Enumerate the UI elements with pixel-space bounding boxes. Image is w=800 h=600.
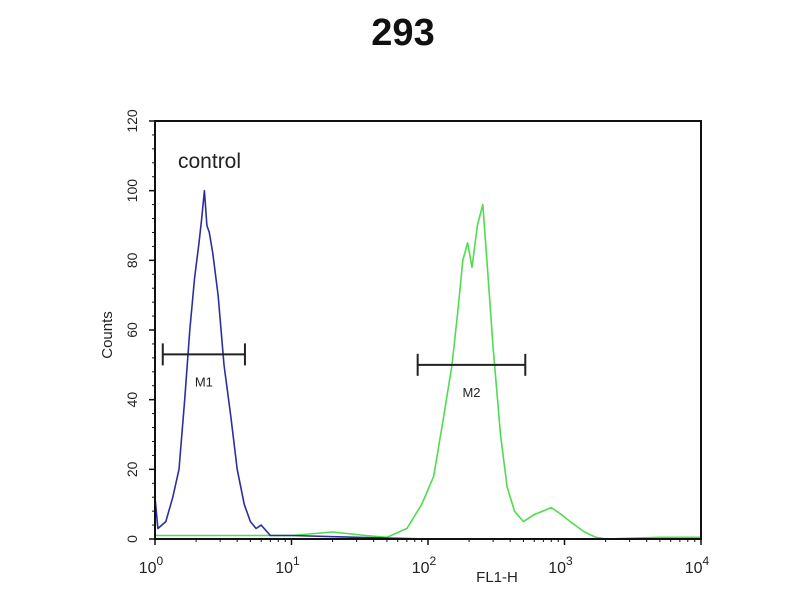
y-tick-label: 80 <box>124 252 140 268</box>
y-axis-label: Counts <box>99 311 116 359</box>
y-tick-label: 100 <box>124 179 140 203</box>
x-tick-base: 10 <box>412 560 430 577</box>
series-1-line <box>154 189 701 540</box>
x-tick-base: 10 <box>685 560 703 577</box>
series-layer <box>154 189 701 540</box>
x-tick-label: 100 <box>139 554 164 577</box>
series-2-line <box>155 203 701 540</box>
marker-label: M2 <box>462 385 480 400</box>
x-tick-base: 10 <box>548 560 566 577</box>
x-tick-exp: 0 <box>157 554 164 568</box>
x-tick-base: 10 <box>139 560 157 577</box>
x-tick-exp: 3 <box>566 554 573 568</box>
x-tick-label: 104 <box>685 554 710 577</box>
y-tick-label: 0 <box>124 535 140 543</box>
chart-title: 293 <box>371 12 434 54</box>
y-tick-label: 20 <box>124 461 140 477</box>
x-tick-exp: 1 <box>293 554 300 568</box>
control-annotation: control <box>178 150 241 173</box>
y-tick-label: 120 <box>124 109 140 133</box>
x-tick-label: 103 <box>548 554 573 577</box>
marker-m2: M2 <box>416 353 527 400</box>
marker-m1: M1 <box>161 343 246 389</box>
y-tick-label: 40 <box>124 392 140 408</box>
x-tick-exp: 4 <box>703 554 710 568</box>
plot-frame <box>154 120 702 540</box>
x-tick-exp: 2 <box>430 554 437 568</box>
x-tick-base: 10 <box>275 560 293 577</box>
y-tick-label: 60 <box>124 322 140 338</box>
x-axis-label: FL1-H <box>476 569 518 586</box>
x-tick-label: 102 <box>412 554 437 577</box>
x-tick-label: 101 <box>275 554 300 577</box>
marker-label: M1 <box>195 374 213 389</box>
marker-layer: M1 M2 <box>161 343 527 400</box>
